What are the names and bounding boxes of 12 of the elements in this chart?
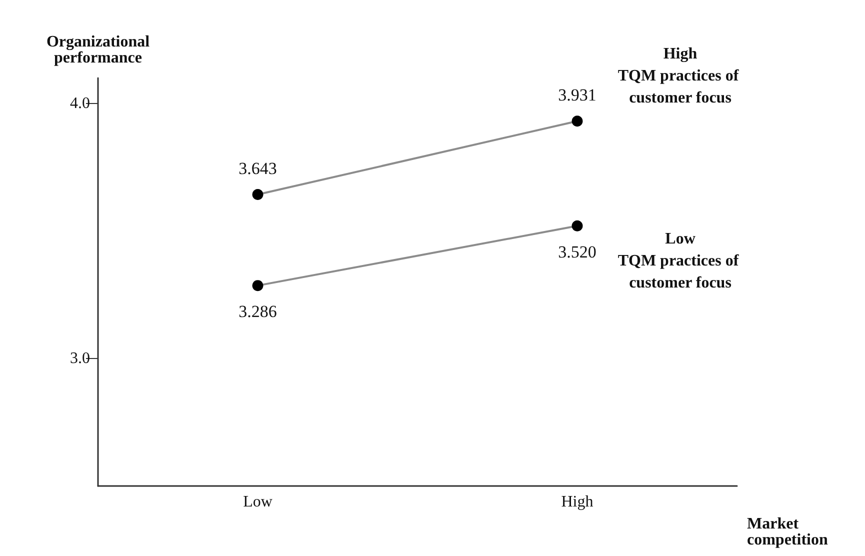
- text: High TQM practices of customer focus: [618, 46, 743, 107]
- x-axis-title: Market competition: [747, 516, 828, 548]
- data-label: 3.931: [558, 86, 596, 105]
- y-axis-title: Organizational performance: [46, 34, 150, 66]
- y-tick-label: 4.0: [70, 95, 90, 112]
- text: Low TQM practices of customer focus: [618, 230, 743, 292]
- x-tick-label: Low: [243, 494, 273, 510]
- y-tick-label: 3.0: [70, 350, 90, 367]
- x-tick-label: High: [561, 494, 594, 510]
- data-label: 3.643: [238, 159, 277, 178]
- data-label: 3.520: [558, 242, 596, 262]
- data-label: 3.286: [238, 302, 277, 322]
